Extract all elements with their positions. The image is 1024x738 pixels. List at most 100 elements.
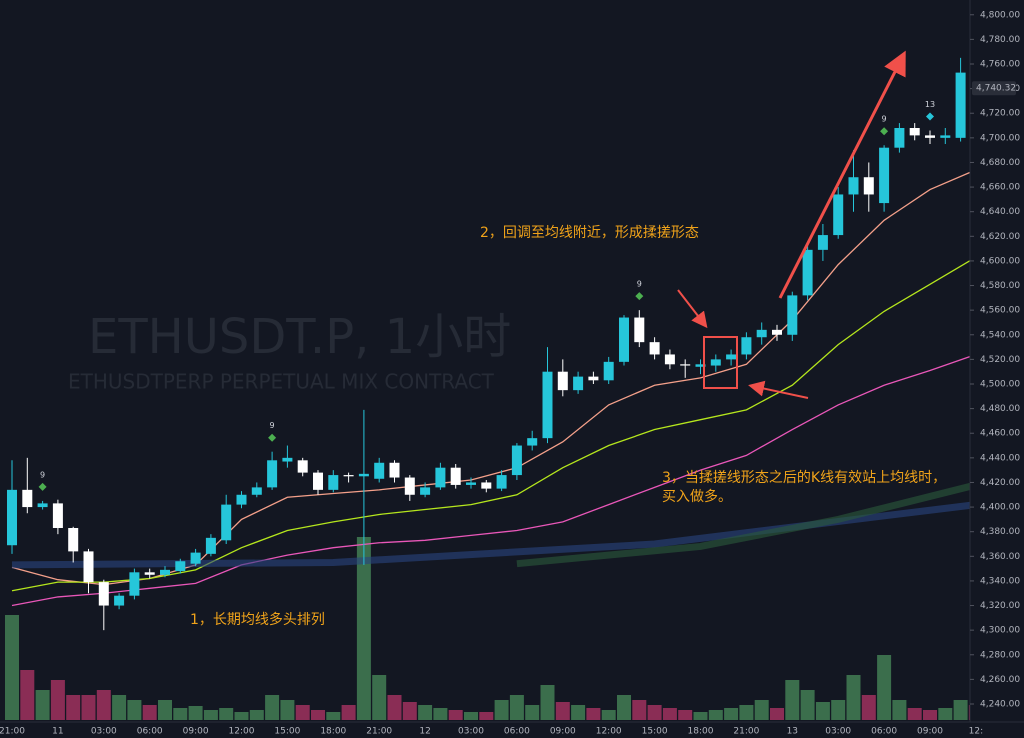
y-tick-label: 4,700.00 — [980, 133, 1020, 143]
candle-body — [710, 359, 721, 366]
candle-body — [83, 551, 94, 583]
candle-body — [68, 528, 79, 552]
x-tick-label: 06:00 — [137, 727, 163, 737]
x-tick-label: 12:00 — [229, 727, 255, 737]
arrow — [677, 289, 708, 329]
volume-bar — [20, 670, 35, 720]
x-tick-label: 12 — [419, 727, 430, 737]
x-tick-label: 13 — [787, 727, 798, 737]
y-tick-label: 4,360.00 — [980, 552, 1020, 562]
candle-body — [251, 487, 262, 495]
marker-diamond — [926, 112, 934, 121]
y-tick-label: 4,320.00 — [980, 601, 1020, 611]
volume-bar — [96, 690, 111, 720]
y-tick-label: 4,680.00 — [980, 158, 1020, 168]
candle-body — [221, 504, 232, 541]
x-tick-label: 18:00 — [688, 727, 714, 737]
x-tick-label: 15:00 — [642, 727, 668, 737]
x-tick-label: 12:00 — [596, 727, 622, 737]
volume-bar — [693, 712, 708, 720]
y-tick-label: 4,540.00 — [980, 330, 1020, 340]
volume-bar — [800, 690, 815, 720]
candle-body — [358, 473, 369, 477]
candle-body — [98, 582, 109, 606]
candle-body — [313, 472, 323, 490]
volume-bar — [892, 700, 907, 720]
moving-average — [11, 256, 977, 592]
x-tick-label: 18:00 — [320, 727, 346, 737]
volume-bar — [341, 705, 356, 720]
volume-bar — [938, 708, 953, 720]
volume-bar — [372, 675, 387, 720]
candle-body — [817, 235, 828, 250]
candle-body — [236, 494, 247, 505]
candle-body — [542, 371, 553, 439]
moving-average — [11, 353, 977, 607]
marker-diamond — [880, 127, 889, 136]
candle-body — [144, 572, 155, 575]
volume-bar — [724, 708, 739, 720]
volume-bar — [142, 705, 157, 720]
marker-diamond — [635, 292, 644, 301]
volume-bar — [617, 695, 631, 720]
candle-body — [756, 329, 767, 338]
x-tick-label: 09:00 — [917, 727, 943, 737]
volume-bar — [525, 705, 540, 720]
candle-body — [557, 371, 568, 391]
x-tick-label: 06:00 — [871, 727, 897, 737]
candle-body — [955, 72, 966, 138]
volume-bar — [555, 702, 570, 720]
x-tick-label: 06:00 — [504, 727, 530, 737]
volume-bar — [188, 706, 203, 720]
annotation: 2，回调至均线附近，形成揉搓形态 — [480, 225, 699, 241]
candle-body — [772, 329, 782, 335]
volume-bar — [464, 712, 478, 720]
volume-bar — [280, 700, 295, 720]
volume-bar — [571, 705, 586, 720]
candle-body — [22, 489, 33, 508]
volume-bar — [219, 708, 234, 720]
y-tick-label: 4,420.00 — [980, 478, 1020, 488]
candle-body — [297, 460, 308, 473]
highlight-box — [703, 336, 738, 389]
volume-bar — [754, 700, 769, 720]
candle-body — [129, 572, 140, 596]
y-tick-label: 4,560.00 — [980, 306, 1020, 316]
candle-body — [481, 482, 492, 489]
volume-bar — [494, 700, 509, 720]
x-tick-label: 03:00 — [458, 727, 484, 737]
y-tick-label: 4,780.00 — [980, 35, 1020, 45]
candle-body — [37, 503, 48, 508]
candle-body — [603, 361, 614, 381]
volume-bar — [127, 700, 142, 720]
arrow — [748, 380, 809, 399]
last-price-tag — [972, 81, 1016, 96]
volume-bar — [479, 712, 494, 720]
candle-body — [573, 376, 584, 391]
volume-bar — [234, 712, 249, 720]
y-tick-label: 4,600.00 — [980, 256, 1020, 266]
candle-body — [190, 552, 201, 564]
candle-body — [833, 194, 844, 236]
candle-body — [435, 467, 446, 488]
y-tick-label: 4,720.00 — [980, 109, 1020, 119]
candle-body — [175, 561, 186, 572]
x-tick-label: 09:00 — [183, 727, 209, 737]
y-tick-label: 4,520.00 — [980, 355, 1020, 365]
marker-label: 9 — [270, 421, 275, 430]
volume-bar — [708, 710, 723, 720]
y-tick-label: 4,800.00 — [980, 10, 1020, 20]
volume-bar — [678, 710, 693, 720]
candle-body — [680, 364, 691, 366]
candle-body — [787, 295, 798, 335]
candle-body — [925, 135, 935, 138]
volume-bar — [448, 710, 463, 720]
volume-bar — [831, 700, 846, 720]
volume-bar — [785, 680, 800, 720]
candle-body — [894, 128, 905, 148]
volume-bar — [66, 695, 81, 720]
volume-bar — [35, 690, 50, 720]
candle-body — [802, 249, 813, 296]
candle-body — [863, 177, 874, 195]
marker-label: 9 — [637, 280, 642, 289]
